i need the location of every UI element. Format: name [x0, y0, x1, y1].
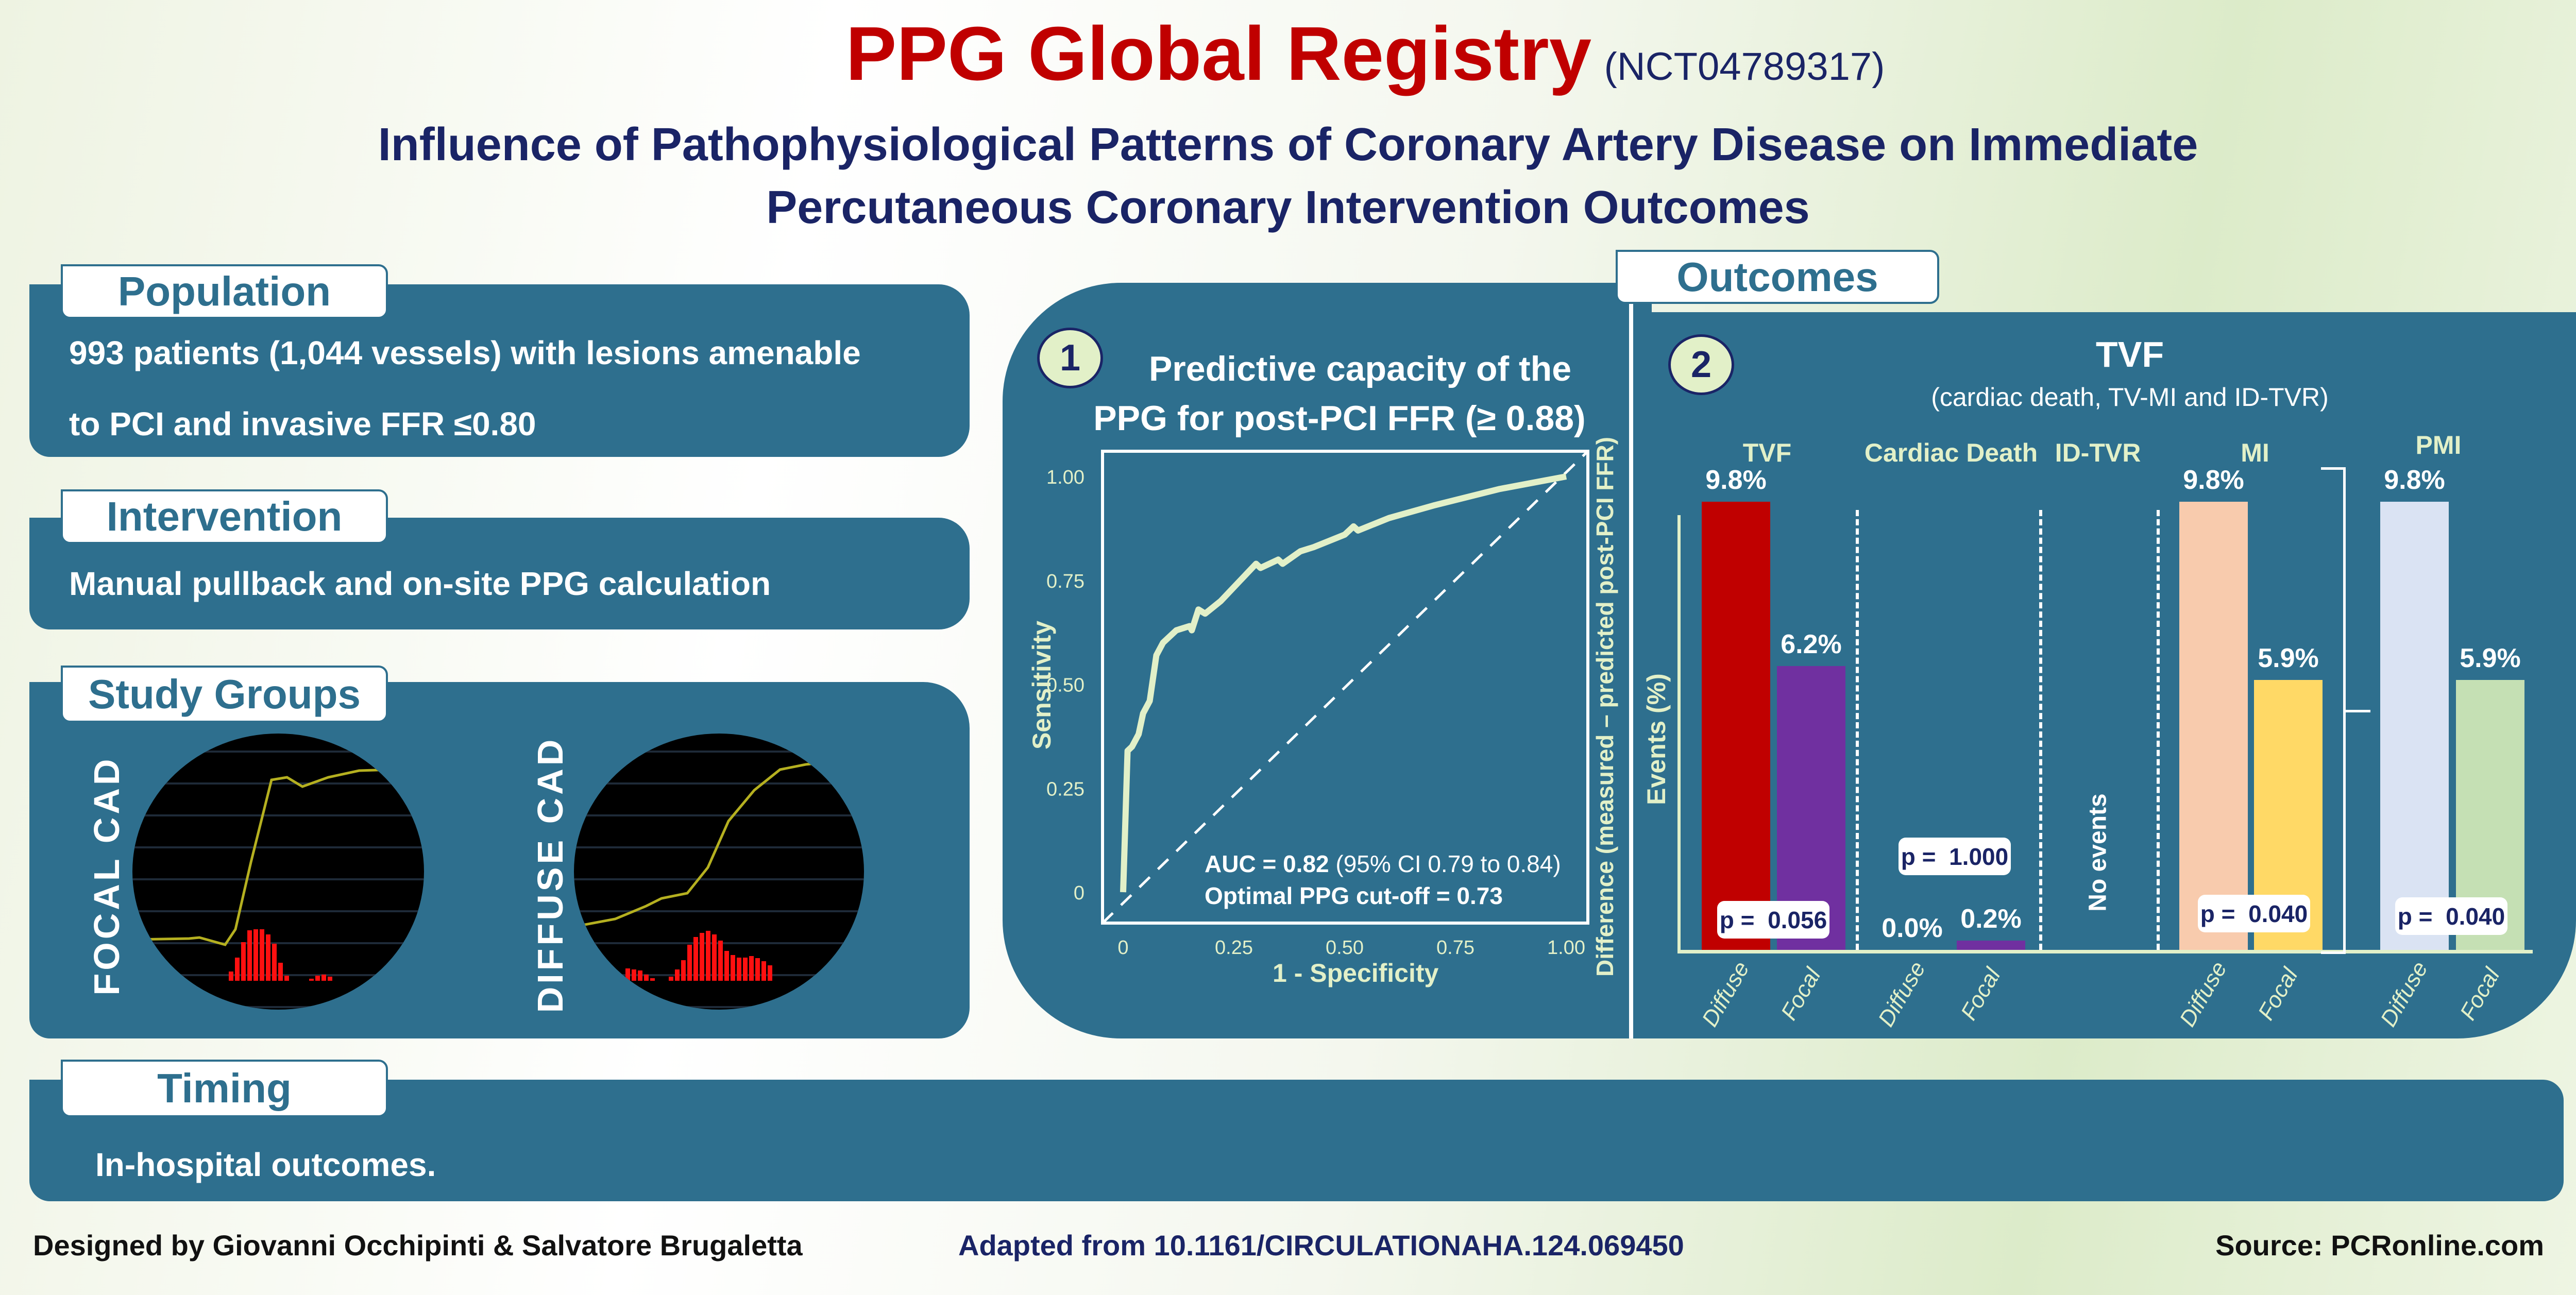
auc-annotation: AUC = 0.82 (95% CI 0.79 to 0.84)	[1205, 850, 1561, 878]
outcomes-tab: Outcomes	[1616, 250, 1939, 304]
histogram-bar	[241, 942, 246, 981]
histogram-bar	[706, 931, 710, 981]
histogram-bar	[675, 969, 680, 981]
histogram-bar	[731, 955, 735, 981]
timing-tab: Timing	[61, 1060, 388, 1117]
histogram-bar	[761, 961, 766, 981]
histogram-bar	[737, 958, 741, 981]
histogram-bar	[669, 977, 673, 981]
auc-ci: (95% CI 0.79 to 0.84)	[1335, 850, 1561, 877]
outcomes-panel	[1633, 312, 2576, 1038]
histogram-bar	[749, 956, 754, 981]
roc-title-line-2: PPG for post-PCI FFR (≥ 0.88)	[1093, 399, 1586, 438]
roc-plot-frame	[1101, 450, 1589, 925]
histogram-bar	[272, 944, 277, 981]
histogram-bar	[681, 960, 686, 981]
image-content	[574, 734, 864, 1010]
histogram-bar	[644, 975, 649, 981]
histogram-bar	[328, 977, 332, 981]
pressure-curve	[132, 767, 424, 946]
histogram-bar	[278, 963, 283, 981]
roc-x-tick: 1.00	[1547, 937, 1585, 959]
roc-curve	[1120, 473, 1567, 893]
histogram-bar	[309, 979, 314, 981]
population-text-1: 993 patients (1,044 vessels) with lesion…	[69, 334, 861, 371]
reference-diagonal	[1101, 450, 1589, 924]
histogram-bar	[247, 930, 252, 981]
bar-chart-title: TVF	[2095, 334, 2164, 374]
panel-divider	[1629, 304, 1633, 1038]
adapted-from: Adapted from 10.1161/CIRCULATIONAHA.124.…	[958, 1229, 1684, 1262]
subtitle: Influence of Pathophysiological Patterns…	[0, 113, 2576, 239]
roc-title: Predictive capacity of the PPG for post-…	[1082, 344, 1597, 443]
histogram-bar	[712, 934, 717, 981]
population-text-2: to PCI and invasive FFR ≤0.80	[69, 405, 536, 442]
timing-panel	[29, 1080, 2564, 1201]
header: PPG Global Registry (NCT04789317)	[0, 10, 2576, 98]
population-tab: Population	[61, 264, 388, 319]
histogram-bar	[315, 976, 320, 981]
histogram-bar	[229, 972, 233, 981]
histogram-bar	[260, 929, 264, 981]
bar-number-badge: 2	[1668, 334, 1734, 395]
roc-x-tick: 0	[1117, 937, 1128, 959]
diffuse-pullback-image	[574, 734, 864, 1010]
roc-x-tick: 0.75	[1436, 937, 1475, 959]
roc-y-tick: 0.50	[1046, 675, 1084, 696]
page-title: PPG Global Registry	[845, 11, 1592, 96]
roc-y-tick: 1.00	[1046, 467, 1084, 488]
histogram-bar	[700, 933, 704, 981]
intervention-text: Manual pullback and on-site PPG calculat…	[69, 565, 771, 602]
subtitle-line-1: Influence of Pathophysiological Patterns…	[378, 119, 2198, 171]
histogram-bar	[693, 937, 698, 981]
histogram-bar	[284, 976, 289, 981]
histogram-bar	[253, 929, 258, 981]
histogram-bar	[266, 934, 270, 981]
cutoff-annotation: Optimal PPG cut-off = 0.73	[1205, 882, 1503, 909]
bar-y-axis-label: Events (%)	[1642, 673, 1671, 805]
histogram-bar	[755, 958, 760, 981]
histogram-bar	[638, 970, 642, 981]
roc-panel	[1003, 283, 1652, 1038]
timing-text: In-hospital outcomes.	[95, 1146, 436, 1183]
focal-pullback-image	[132, 734, 424, 1010]
intervention-tab: Intervention	[61, 489, 388, 544]
histogram-bar	[650, 978, 655, 981]
roc-title-line-1: Predictive capacity of the	[1148, 349, 1572, 388]
histogram-bar	[724, 951, 729, 981]
histogram-bar	[235, 958, 240, 981]
histogram-bar	[768, 965, 772, 981]
source: Source: PCRonline.com	[2215, 1229, 2544, 1262]
roc-x-tick: 0.25	[1215, 937, 1253, 959]
auc-value: 0.82	[1283, 850, 1329, 877]
histogram-bar	[743, 958, 748, 981]
histogram-bar	[321, 975, 326, 981]
designed-by: Designed by Giovanni Occhipinti & Salvat…	[33, 1229, 803, 1262]
roc-y-tick: 0.75	[1046, 571, 1084, 592]
histogram-bar	[632, 969, 636, 981]
roc-y-tick: 0	[1074, 882, 1084, 904]
roc-y-axis-label: Sensitivity	[1027, 620, 1056, 750]
roc-x-tick: 0.50	[1326, 937, 1364, 959]
histogram-bar	[625, 968, 630, 981]
bar-chart-subtitle: (cardiac death, TV-MI and ID-TVR)	[1931, 383, 2329, 412]
roc-number-badge: 1	[1037, 328, 1103, 388]
auc-label: AUC =	[1205, 850, 1283, 877]
roc-y-tick: 0.25	[1046, 778, 1084, 800]
roc-x-axis-label: 1 - Specificity	[1273, 959, 1439, 987]
histogram-bar	[687, 945, 692, 981]
trial-id: (NCT04789317)	[1604, 45, 1885, 89]
image-content	[132, 734, 424, 1010]
histogram-bar	[718, 941, 723, 981]
subtitle-line-2: Percutaneous Coronary Intervention Outco…	[766, 182, 1810, 233]
roc-y2-axis-label: Difference (measured – predicted post-PC…	[1591, 437, 1618, 977]
study-groups-tab: Study Groups	[61, 666, 388, 723]
